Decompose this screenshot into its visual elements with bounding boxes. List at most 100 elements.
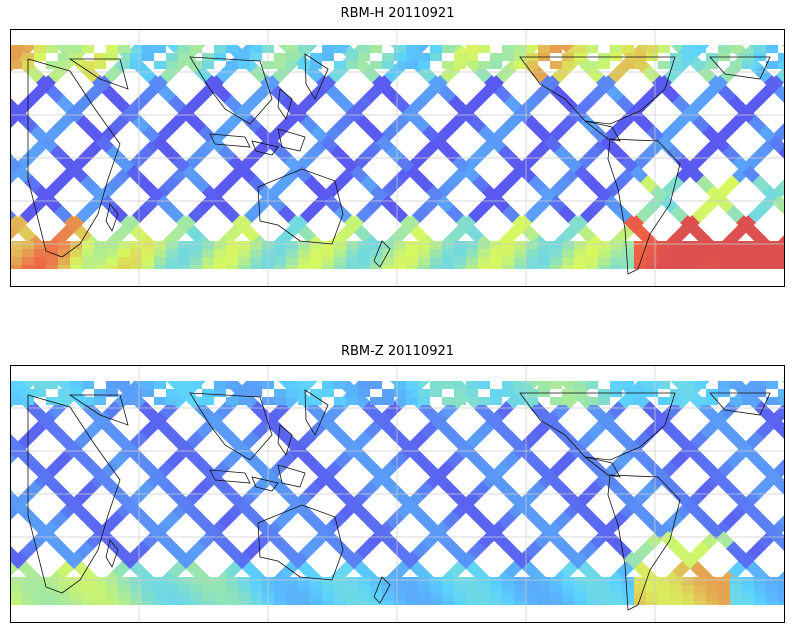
- swath-cell: [22, 241, 34, 249]
- swath-cell: [118, 601, 130, 605]
- swath-cell: [322, 585, 334, 593]
- swath-segment: [10, 215, 27, 234]
- swath-segment: [706, 521, 725, 540]
- swath-cell: [334, 381, 346, 389]
- swath-cell: [682, 53, 694, 61]
- swath-cell: [550, 241, 562, 249]
- swath-segment: [186, 561, 205, 580]
- swath-cell: [70, 45, 82, 53]
- swath-cell: [490, 389, 502, 397]
- swath-cell: [46, 257, 58, 265]
- swath-cell: [226, 249, 238, 257]
- swath-cell: [202, 397, 214, 405]
- coastline-shape: [519, 56, 676, 125]
- swath-cell: [382, 397, 394, 405]
- swath-cell: [322, 257, 334, 265]
- swath-cell: [106, 593, 118, 601]
- swath-cell: [754, 241, 766, 249]
- swath-cell: [430, 241, 442, 249]
- swath-cell: [370, 593, 382, 601]
- swath-cell: [382, 53, 394, 61]
- swath-cell: [142, 577, 154, 585]
- swath-segment: [60, 491, 79, 510]
- swath-segment: [646, 125, 665, 144]
- swath-cell: [22, 257, 34, 265]
- swath-segment: [726, 541, 745, 560]
- swath-segment: [553, 511, 572, 530]
- swath-cell: [766, 249, 778, 257]
- swath-cell: [538, 601, 550, 605]
- swath-cell: [682, 585, 694, 593]
- swath-cell: [682, 601, 694, 605]
- swath-cell: [226, 381, 238, 389]
- swath-cell: [670, 61, 682, 69]
- swath-cell: [94, 53, 106, 61]
- swath-cell: [550, 257, 562, 265]
- swath-segment: [497, 175, 516, 194]
- swath-segment: [103, 401, 122, 420]
- gridlines: [10, 29, 785, 287]
- swath-segment: [50, 481, 69, 500]
- swath-segment: [238, 165, 257, 184]
- swath-cell: [154, 257, 166, 265]
- swath-cell: [478, 241, 490, 249]
- swath-cell: [430, 381, 442, 389]
- swath-cell: [154, 577, 166, 585]
- swath-segment: [70, 165, 89, 184]
- swath-cell: [574, 265, 586, 269]
- swath-segment: [360, 511, 379, 530]
- swath-segment: [198, 125, 217, 144]
- swath-cell: [574, 381, 586, 389]
- swath-cell: [298, 45, 310, 53]
- swath-cell: [766, 45, 778, 53]
- swath-segment: [167, 561, 186, 580]
- swath-segment: [410, 561, 429, 580]
- swath-segment: [382, 421, 401, 440]
- swath-segment: [23, 145, 42, 164]
- swath-cell: [334, 265, 346, 269]
- swath-cell: [82, 577, 94, 585]
- swath-cell: [694, 601, 706, 605]
- swath-cell: [82, 257, 94, 265]
- swath-segment: [446, 205, 465, 224]
- swath-cell: [658, 249, 670, 257]
- swath-segment: [14, 165, 33, 184]
- swath-segment: [300, 451, 319, 470]
- coastline-shape: [304, 53, 329, 100]
- swath-segment: [447, 225, 466, 244]
- swath-cell: [490, 241, 502, 249]
- swath-segment: [692, 115, 711, 134]
- swath-cell: [70, 241, 82, 249]
- swath-cell: [298, 397, 310, 405]
- swath-cell: [478, 249, 490, 257]
- swath-cell: [10, 257, 22, 265]
- swath-segment: [474, 65, 493, 84]
- swath-segment: [650, 185, 669, 204]
- swath-segment: [333, 451, 352, 470]
- swath-cell: [550, 249, 562, 257]
- swath-cell: [490, 577, 502, 585]
- swath-segment: [442, 481, 461, 500]
- swath-segment: [439, 65, 458, 84]
- swath-cell: [670, 585, 682, 593]
- swath-cell: [502, 593, 514, 601]
- swath-cell: [538, 241, 550, 249]
- swath-segment: [234, 441, 253, 460]
- swath-segment: [523, 541, 542, 560]
- swath-cell: [322, 249, 334, 257]
- swath-cell: [346, 593, 358, 601]
- swath-cell: [574, 577, 586, 585]
- swath-cell: [718, 577, 730, 585]
- swath-segment: [409, 95, 428, 114]
- swath-cell: [778, 241, 785, 249]
- swath-cell: [94, 61, 106, 69]
- swath-cell: [526, 397, 538, 405]
- swath-segment: [382, 85, 401, 104]
- swath-cell: [718, 45, 730, 53]
- swath-cell: [202, 61, 214, 69]
- swath-cell: [166, 257, 178, 265]
- swath-segment: [736, 551, 755, 570]
- swath-cell: [454, 397, 466, 405]
- swath-cell: [682, 257, 694, 265]
- swath-cell: [598, 241, 610, 249]
